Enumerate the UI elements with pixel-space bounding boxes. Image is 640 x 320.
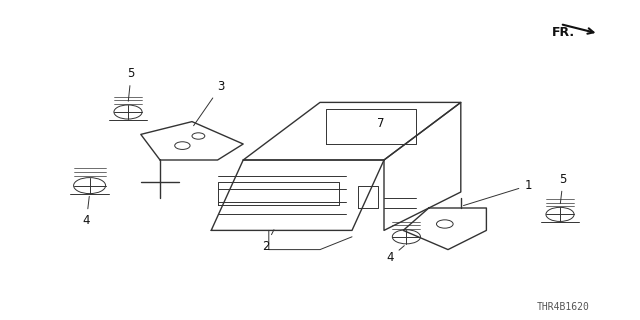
Text: 3: 3 <box>193 80 225 126</box>
Text: 4: 4 <box>387 246 404 264</box>
Text: 2: 2 <box>262 230 274 253</box>
Text: THR4B1620: THR4B1620 <box>537 302 589 312</box>
Text: 5: 5 <box>127 67 135 101</box>
Text: 4: 4 <box>83 196 90 227</box>
Text: FR.: FR. <box>552 26 575 38</box>
Text: 1: 1 <box>463 179 532 205</box>
Text: 5: 5 <box>559 173 567 204</box>
Text: 7: 7 <box>377 117 385 130</box>
